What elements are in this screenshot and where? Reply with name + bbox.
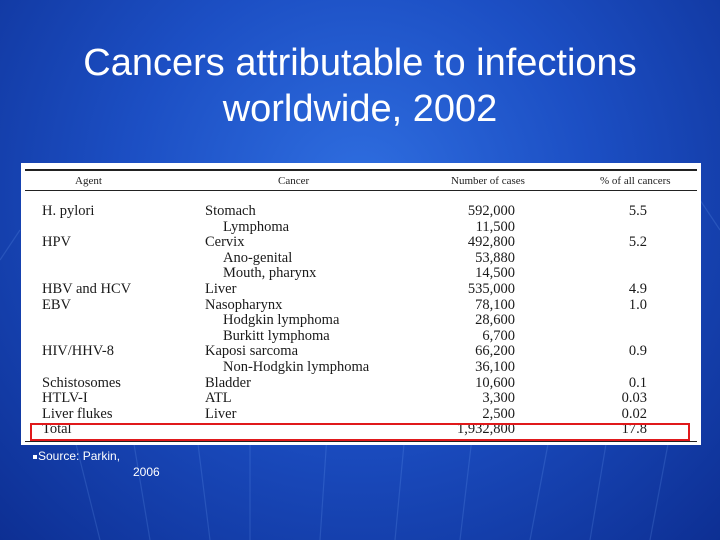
table-cell-cases: 535,000: [467, 281, 515, 297]
table-header-rule: [25, 190, 697, 191]
source-note: Source: Parkin, 2006: [33, 448, 160, 480]
table-cell-cases: 2,500: [482, 405, 515, 422]
table-cell-cancer: Mouth, pharynx: [223, 265, 317, 282]
table-cell-cases: 11,500: [475, 218, 515, 235]
table-cell-cases: 6,700: [482, 327, 515, 344]
table-cell-cancer: Burkitt lymphoma: [223, 327, 330, 344]
table-cell-cases: 492,800: [467, 234, 515, 251]
table-cell-cases: 3,300: [482, 390, 515, 407]
table-cell-cancer: Non-Hodgkin lymphoma: [223, 359, 370, 375]
table-cell-agent: Liver flukes: [42, 405, 113, 422]
table-cell-percent: 0.9: [628, 343, 647, 360]
table-cell-cancer: Kaposi sarcoma: [205, 343, 299, 360]
table-cell-cases: 28,600: [475, 312, 515, 329]
table-cell-percent: 4.9: [628, 281, 647, 297]
header-agent: Agent: [75, 175, 102, 187]
table-cell-agent: HBV and HCV: [42, 281, 132, 297]
table-cell-agent: Schistosomes: [42, 374, 121, 391]
table-cell-cancer: Cervix: [205, 234, 245, 251]
table-cell-cancer: Nasopharynx: [205, 296, 283, 313]
table-cell-agent: Total: [42, 421, 72, 438]
table-cell-cases: 78,100: [475, 296, 515, 313]
table-cell-percent: 5.2: [628, 234, 647, 251]
header-number-of-cases: Number of cases: [451, 175, 525, 187]
table-top-rule: [25, 169, 697, 171]
table-cell-cases: 14,500: [475, 265, 515, 282]
table-cell-percent: 5.5: [628, 203, 647, 219]
table-cell-agent: EBV: [42, 296, 71, 313]
table-cell-cancer: ATL: [205, 390, 232, 407]
source-line-1: Source: Parkin,: [38, 449, 121, 463]
table-cell-percent: 0.03: [621, 390, 647, 407]
table-cell-cancer: Bladder: [205, 374, 251, 391]
table-cell-percent: 17.8: [621, 421, 647, 438]
table-cell-cancer: Hodgkin lymphoma: [223, 312, 340, 329]
table-cell-percent: 1.0: [628, 296, 647, 313]
table-cell-agent: HTLV-I: [42, 390, 88, 407]
cancer-table: Agent Cancer Number of cases % of all ca…: [21, 163, 701, 445]
table-cell-cases: 10,600: [475, 374, 515, 391]
table-cell-percent: 0.1: [628, 374, 647, 391]
table-cell-cancer: Lymphoma: [223, 218, 290, 235]
table-bottom-rule: [25, 441, 697, 442]
table-cell-cases: 66,200: [475, 343, 515, 360]
table-cell-agent: HPV: [42, 234, 72, 251]
table-cell-cancer: Liver: [205, 281, 237, 297]
table-cell-percent: 0.02: [621, 405, 647, 422]
header-percent-of-all-cancers: % of all cancers: [600, 175, 671, 187]
header-cancer: Cancer: [278, 175, 310, 187]
total-row-highlight: [30, 423, 690, 441]
table-cell-cases: 53,880: [475, 249, 515, 266]
title-line-1: Cancers attributable to infections: [83, 42, 637, 84]
bullet-icon: [33, 454, 37, 459]
table-cell-cases: 592,000: [467, 203, 515, 219]
source-line-2: 2006: [133, 465, 160, 479]
table-cell-cancer: Ano-genital: [223, 249, 293, 266]
title-line-2: worldwide, 2002: [222, 88, 498, 130]
table-cell-cases: 36,100: [475, 359, 515, 375]
table-cell-agent: HIV/HHV-8: [42, 343, 114, 360]
table-cell-cancer: Liver: [205, 405, 237, 422]
table-cell-agent: H. pylori: [42, 203, 95, 219]
table-cell-cases: 1,932,800: [457, 421, 515, 438]
table-cell-cancer: Stomach: [205, 203, 256, 219]
slide-title: Cancers attributable to infections world…: [0, 40, 720, 132]
